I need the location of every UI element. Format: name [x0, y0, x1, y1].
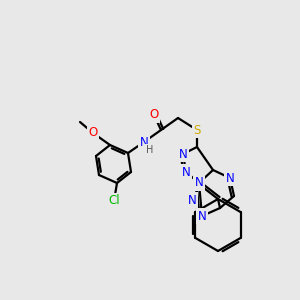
Text: N: N	[178, 148, 188, 160]
Text: Cl: Cl	[108, 194, 120, 208]
Text: N: N	[198, 209, 206, 223]
Text: N: N	[188, 194, 196, 206]
Text: N: N	[140, 136, 148, 148]
Text: N: N	[195, 176, 203, 190]
Text: N: N	[226, 172, 234, 184]
Text: O: O	[149, 109, 159, 122]
Text: H: H	[146, 145, 154, 155]
Text: S: S	[193, 124, 201, 136]
Text: O: O	[88, 127, 98, 140]
Text: N: N	[182, 166, 190, 178]
